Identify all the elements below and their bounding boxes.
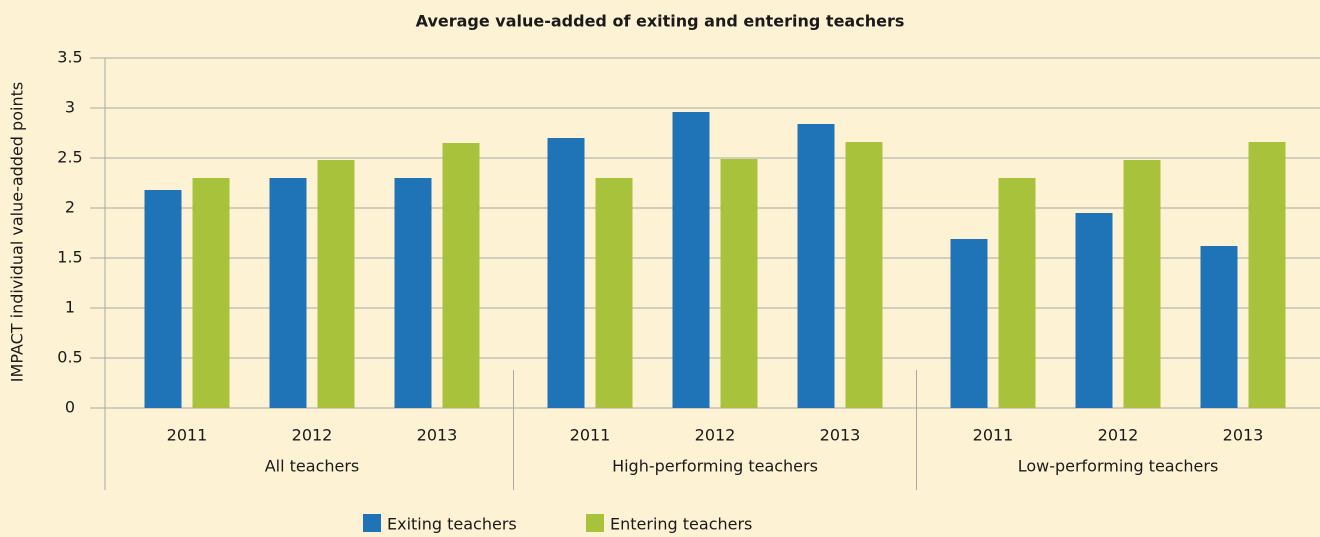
group-label: All teachers [265,457,360,476]
y-tick-label: 3 [65,98,75,117]
bar [1123,160,1161,408]
y-tick-label: 0 [65,398,75,417]
x-tick-label: 2011 [973,426,1014,445]
x-tick-label: 2011 [570,426,611,445]
x-tick-label: 2011 [167,426,208,445]
bar [797,124,835,408]
bar [1075,213,1113,408]
x-tick-label: 2013 [417,426,458,445]
y-tick-label: 1.5 [57,248,82,267]
bar [672,112,710,408]
group-label: Low-performing teachers [1018,457,1219,476]
y-tick-label: 0.5 [57,348,82,367]
group-label: High-performing teachers [612,457,818,476]
bar [1200,246,1238,408]
y-tick-label: 2 [65,198,75,217]
y-tick-label: 2.5 [57,148,82,167]
bar [269,178,307,408]
y-axis-label: IMPACT individual value-added points [8,82,27,382]
bar [998,178,1036,408]
bar [144,190,182,408]
chart-title: Average value-added of exiting and enter… [416,12,905,31]
bar [950,239,988,408]
bar [720,159,758,408]
y-tick-label: 1 [65,298,75,317]
bar [595,178,633,408]
bar [317,160,355,408]
bar [845,142,883,408]
x-tick-label: 2013 [820,426,861,445]
bar [547,138,585,408]
x-tick-label: 2013 [1223,426,1264,445]
legend-swatch [363,514,381,532]
legend-label: Entering teachers [610,515,752,534]
bar [192,178,230,408]
bar [442,143,480,408]
y-tick-label: 3.5 [57,48,82,67]
x-tick-label: 2012 [695,426,736,445]
x-tick-label: 2012 [292,426,333,445]
bar [394,178,432,408]
legend-swatch [586,514,604,532]
legend-label: Exiting teachers [387,515,517,534]
bar [1248,142,1286,408]
x-tick-label: 2012 [1098,426,1139,445]
